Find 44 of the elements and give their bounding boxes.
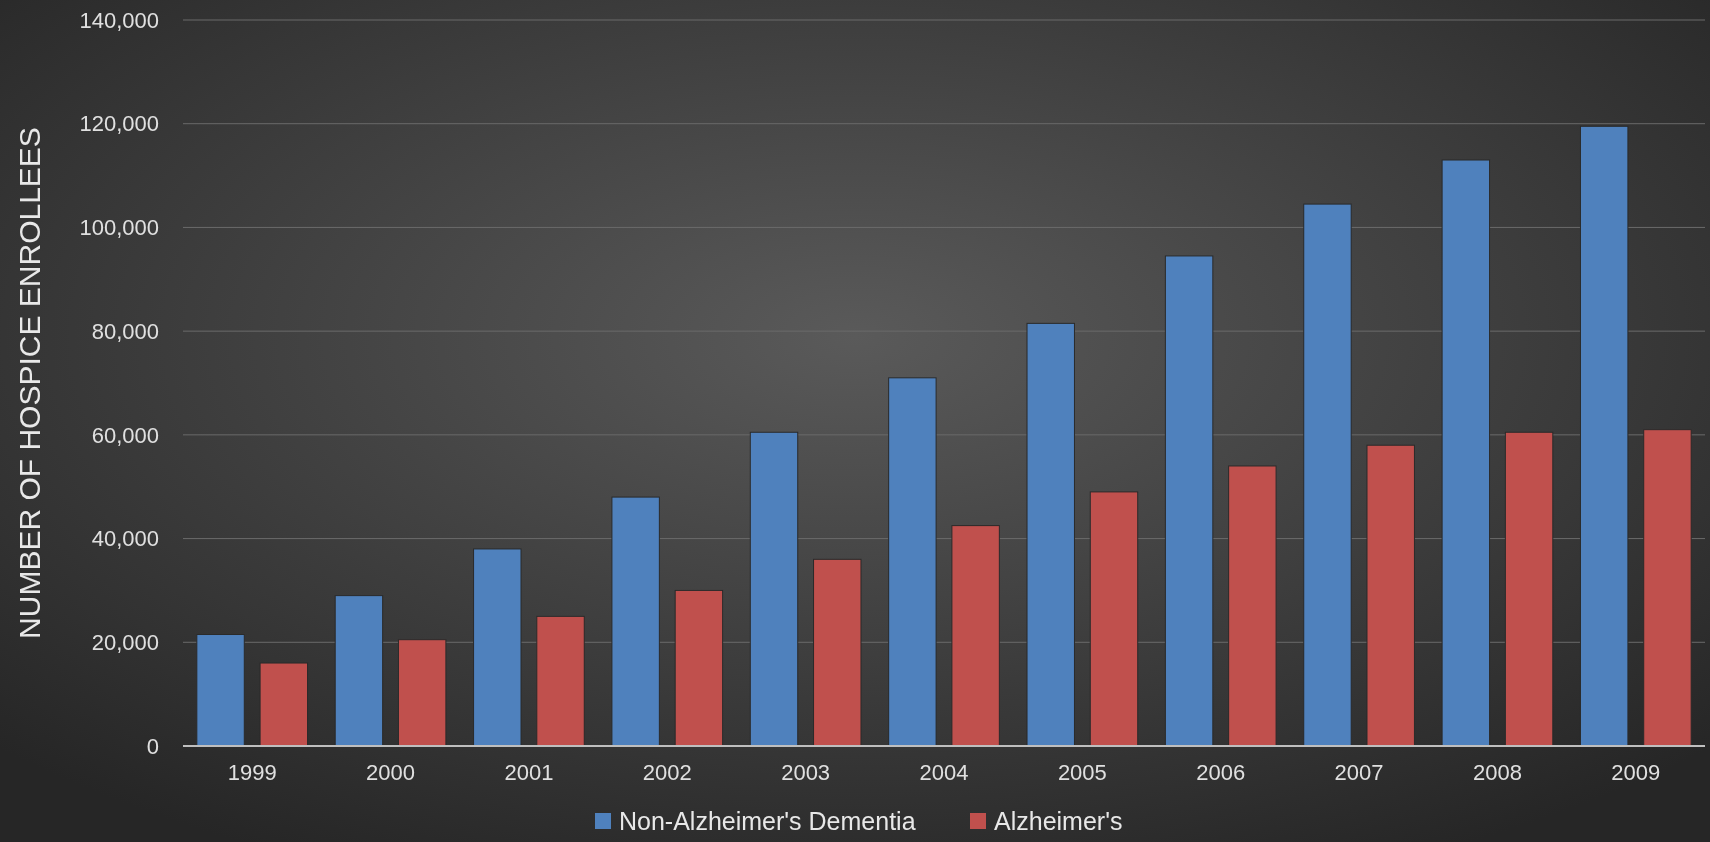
bar — [951, 525, 1000, 747]
bar — [259, 662, 309, 747]
x-tick-label: 2004 — [919, 760, 969, 785]
bar — [1303, 203, 1352, 747]
y-tick-label: 60,000 — [91, 422, 159, 448]
bar — [196, 634, 245, 747]
bar — [1441, 159, 1491, 747]
x-tick-label: 2001 — [504, 760, 554, 785]
text: Non-Alzheimer's Dementia — [619, 807, 916, 835]
x-tick-label: 2006 — [1196, 760, 1246, 785]
x-tick-label: 1999 — [227, 760, 277, 785]
bar — [334, 595, 384, 747]
y-tick-label: 120,000 — [79, 111, 159, 137]
x-tick-label: 2008 — [1472, 760, 1522, 785]
x-tick-label: 2005 — [1057, 760, 1107, 785]
bar — [888, 377, 937, 747]
y-axis-title: NUMBER OF HOSPICE ENROLLEES — [13, 127, 46, 639]
bar — [813, 558, 862, 747]
bar — [1504, 431, 1554, 747]
y-tick-label: 40,000 — [91, 526, 159, 552]
bar — [536, 615, 585, 747]
bar — [473, 548, 522, 747]
bar — [1579, 125, 1629, 747]
bar — [1164, 255, 1214, 747]
bar — [1366, 444, 1415, 747]
legend-label: Alzheimer's — [994, 807, 1123, 835]
y-tick-label: 140,000 — [79, 7, 159, 33]
bar — [674, 589, 724, 747]
x-tick-label: 2002 — [642, 760, 692, 785]
bar — [397, 639, 447, 747]
bar — [749, 431, 799, 747]
y-tick-label: 80,000 — [91, 318, 159, 344]
y-tick-label: 0 — [146, 733, 159, 759]
x-tick-label: 2009 — [1611, 760, 1661, 785]
y-tick-label: 100,000 — [79, 215, 159, 241]
x-tick-label: 2007 — [1334, 760, 1384, 785]
y-tick-label: 20,000 — [91, 629, 159, 655]
bar — [1089, 491, 1139, 747]
bar — [611, 496, 660, 747]
bar — [1228, 465, 1277, 747]
x-tick-label: 2003 — [781, 760, 831, 785]
bar — [1643, 429, 1692, 747]
x-tick-label: 2000 — [366, 760, 416, 785]
bar — [1026, 322, 1075, 747]
